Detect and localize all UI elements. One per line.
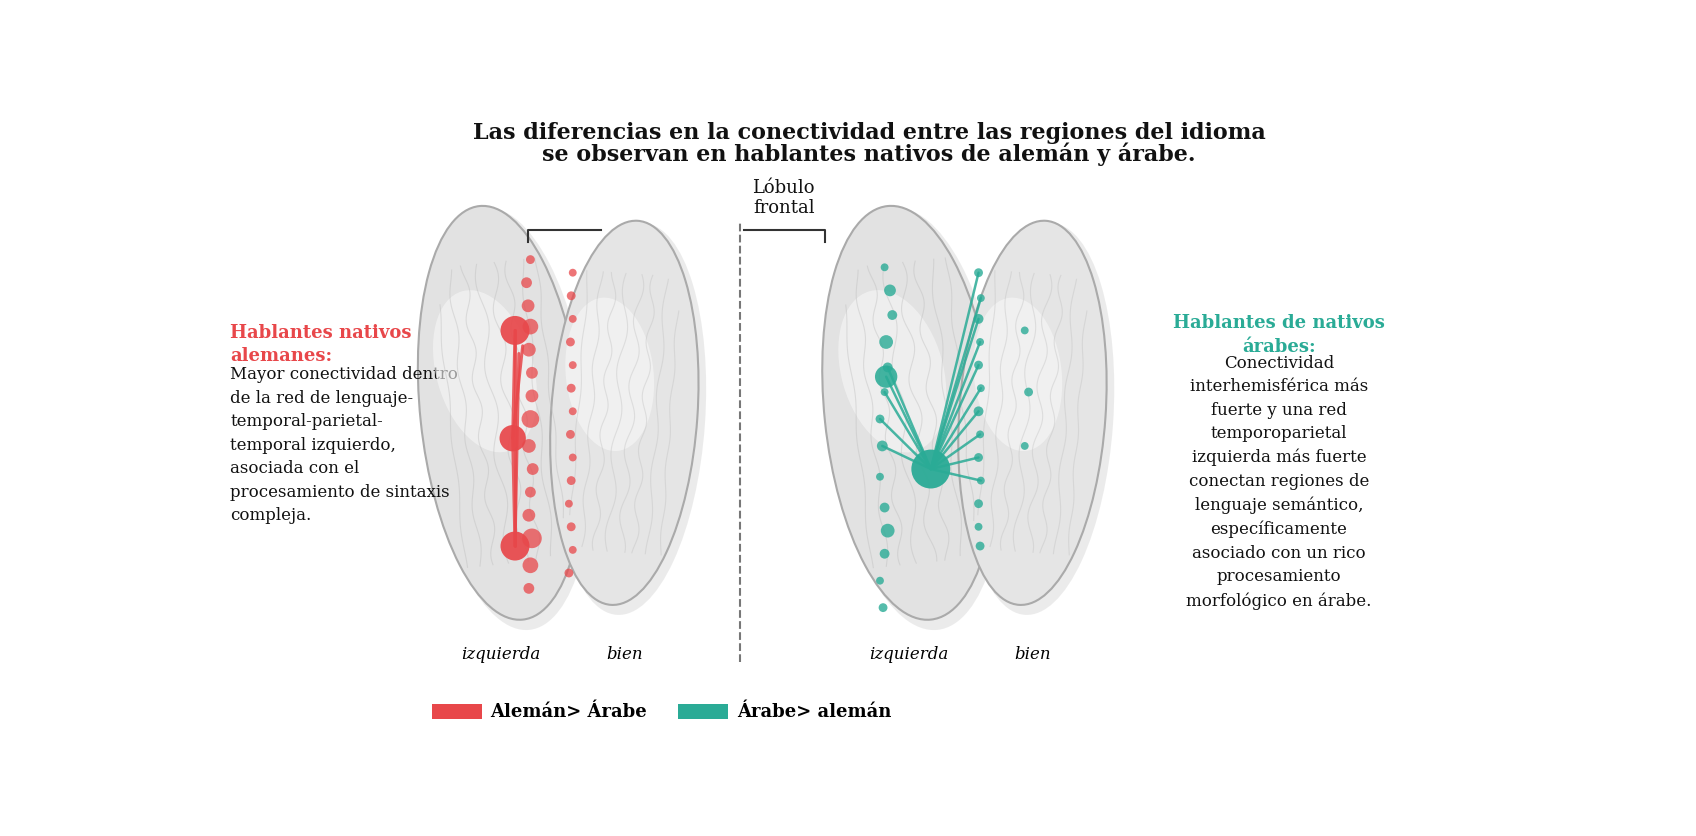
Point (967, 336, 994, 349)
Point (512, 277, 539, 290)
Ellipse shape (963, 224, 1114, 615)
Point (519, 390, 546, 403)
Point (867, 574, 894, 588)
Text: Conectividad
interhemisférica más
fuerte y una red
temporoparietal
izquierda más: Conectividad interhemisférica más fuerte… (1186, 354, 1372, 609)
Point (517, 559, 544, 573)
Ellipse shape (823, 206, 996, 620)
Point (560, 359, 587, 372)
Point (872, 548, 899, 561)
Ellipse shape (958, 222, 1106, 605)
Point (1014, 386, 1041, 400)
Point (499, 432, 526, 446)
Point (560, 543, 587, 557)
Point (519, 463, 546, 477)
Point (560, 405, 587, 419)
Point (560, 267, 587, 280)
Ellipse shape (826, 209, 1004, 630)
Point (877, 284, 904, 298)
Point (967, 428, 994, 441)
Text: Lóbulo
frontal: Lóbulo frontal (753, 178, 816, 217)
Point (965, 359, 992, 372)
Point (556, 428, 583, 441)
Text: Mayor conectividad dentro
de la red de lenguaje-
temporal-parietal-
temporal izq: Mayor conectividad dentro de la red de l… (231, 365, 458, 523)
Point (517, 253, 544, 267)
Ellipse shape (838, 291, 946, 453)
FancyBboxPatch shape (432, 704, 482, 720)
Point (867, 471, 894, 484)
Point (967, 292, 994, 305)
Point (965, 521, 992, 534)
Point (560, 313, 587, 326)
Point (872, 386, 899, 400)
Point (556, 336, 583, 349)
Ellipse shape (550, 222, 699, 605)
Ellipse shape (422, 209, 592, 630)
Point (555, 497, 582, 511)
Point (872, 262, 899, 275)
Point (965, 267, 992, 280)
Ellipse shape (974, 298, 1062, 451)
Point (870, 601, 897, 614)
Point (1011, 324, 1038, 338)
Point (558, 474, 585, 487)
Point (519, 532, 546, 545)
Point (560, 451, 587, 465)
Point (502, 324, 529, 338)
Text: Hablantes de nativos
árabes:: Hablantes de nativos árabes: (1174, 314, 1384, 355)
Ellipse shape (565, 298, 655, 451)
Point (965, 497, 992, 511)
Point (867, 413, 894, 426)
Point (519, 367, 546, 380)
Point (965, 451, 992, 465)
Point (873, 361, 901, 375)
Ellipse shape (432, 291, 538, 453)
Point (967, 540, 994, 553)
Text: bien: bien (605, 645, 643, 663)
Point (502, 540, 529, 553)
Ellipse shape (417, 206, 585, 620)
Point (967, 382, 994, 395)
Point (967, 474, 994, 487)
Point (872, 336, 899, 349)
FancyBboxPatch shape (678, 704, 728, 720)
Point (873, 524, 901, 538)
Point (918, 463, 945, 477)
Text: Las diferencias en la conectividad entre las regiones del idioma: Las diferencias en la conectividad entre… (473, 121, 1265, 144)
Point (868, 440, 895, 453)
Text: se observan en hablantes nativos de alemán y árabe.: se observan en hablantes nativos de alem… (543, 142, 1196, 166)
Text: izquierda: izquierda (461, 645, 541, 663)
Point (517, 413, 544, 426)
Point (1011, 440, 1038, 453)
Point (516, 344, 543, 357)
Text: izquierda: izquierda (870, 645, 948, 663)
Point (872, 502, 899, 515)
Point (517, 486, 544, 499)
Point (558, 521, 585, 534)
Point (516, 440, 543, 453)
Point (558, 290, 585, 303)
Point (514, 300, 541, 314)
Point (558, 382, 585, 395)
Point (872, 370, 899, 384)
Text: Alemán> Árabe: Alemán> Árabe (490, 702, 648, 720)
Point (879, 309, 906, 323)
Point (517, 320, 544, 334)
Text: bien: bien (1014, 645, 1052, 663)
Ellipse shape (555, 224, 706, 615)
Point (516, 582, 543, 595)
Text: Árabe> alemán: Árabe> alemán (736, 702, 890, 720)
Point (965, 405, 992, 419)
Point (516, 509, 543, 522)
Point (555, 567, 582, 580)
Text: Hablantes nativos
alemanes:: Hablantes nativos alemanes: (231, 324, 412, 364)
Point (965, 313, 992, 326)
